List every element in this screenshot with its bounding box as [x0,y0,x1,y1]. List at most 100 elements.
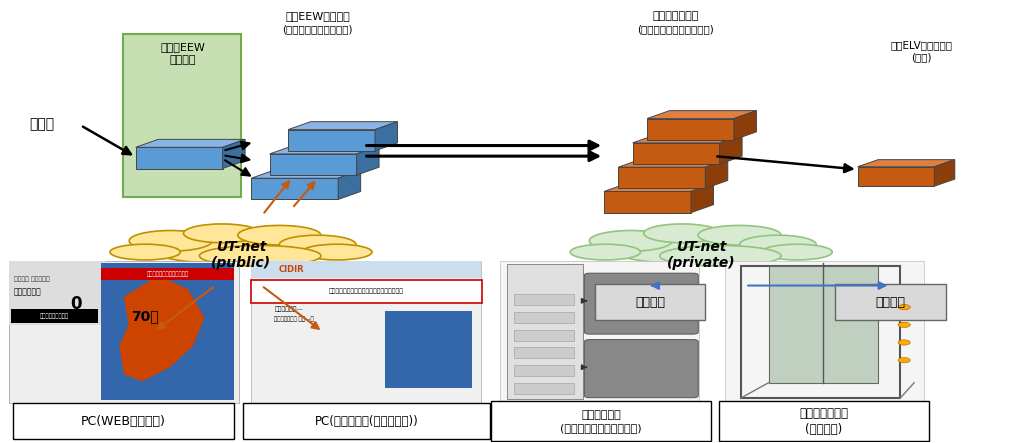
FancyBboxPatch shape [500,261,699,403]
Text: 気象庁: 気象庁 [29,117,54,131]
FancyBboxPatch shape [251,261,481,278]
Text: 現在、緊急地震速報は発表されていません。: 現在、緊急地震速報は発表されていません。 [329,289,403,295]
Polygon shape [633,143,720,164]
Circle shape [898,340,910,345]
Text: 放送装置: 放送装置 [635,295,665,309]
Ellipse shape [200,245,321,266]
Text: PC(WEBブラウザ): PC(WEBブラウザ) [81,415,166,428]
Circle shape [898,358,910,363]
FancyBboxPatch shape [101,264,234,400]
Polygon shape [934,159,954,186]
Text: 学内ELV制御サーバ: 学内ELV制御サーバ [890,40,952,50]
FancyBboxPatch shape [101,268,234,280]
Ellipse shape [302,244,372,260]
FancyBboxPatch shape [243,404,489,439]
Ellipse shape [129,230,212,251]
Polygon shape [647,111,757,119]
Ellipse shape [110,244,180,260]
Circle shape [898,322,910,327]
Text: PC(受信アプリ(多言語対応)): PC(受信アプリ(多言語対応)) [314,415,418,428]
Text: 学内放送サーバ: 学内放送サーバ [652,11,698,21]
Text: CIDIR: CIDIR [279,265,304,274]
FancyBboxPatch shape [514,347,573,358]
FancyBboxPatch shape [514,312,573,323]
FancyBboxPatch shape [514,294,573,305]
Polygon shape [691,183,714,213]
Text: 構内放送装置
(本郷、駒場、柏、白金台): 構内放送装置 (本郷、駒場、柏、白金台) [560,410,642,432]
Text: (本郷): (本郷) [910,52,931,62]
Polygon shape [633,135,742,143]
Ellipse shape [611,236,791,264]
Ellipse shape [762,244,833,260]
FancyBboxPatch shape [514,383,573,394]
FancyBboxPatch shape [490,401,712,441]
Ellipse shape [739,235,816,254]
FancyBboxPatch shape [514,330,573,341]
Polygon shape [288,122,397,130]
Polygon shape [618,159,728,167]
FancyBboxPatch shape [385,311,472,389]
FancyBboxPatch shape [725,261,924,403]
Ellipse shape [183,224,260,243]
Polygon shape [720,135,742,164]
FancyBboxPatch shape [251,280,482,303]
FancyBboxPatch shape [251,261,481,403]
Polygon shape [251,178,338,199]
Ellipse shape [570,244,640,260]
FancyBboxPatch shape [11,309,98,323]
Ellipse shape [590,230,673,251]
Text: UT-net
(public): UT-net (public) [211,240,271,270]
Text: エレベータ制御
(安田講堂): エレベータ制御 (安田講堂) [800,407,849,436]
FancyBboxPatch shape [836,284,945,320]
Polygon shape [858,167,934,186]
Ellipse shape [152,236,331,264]
Text: この予測震度—: この予測震度— [274,307,303,312]
FancyBboxPatch shape [13,404,233,439]
Polygon shape [618,167,706,188]
FancyBboxPatch shape [719,401,929,441]
Ellipse shape [644,224,720,243]
FancyBboxPatch shape [124,34,241,197]
Text: 0: 0 [71,295,82,313]
Text: 主要動到達まで あと—秒: 主要動到達まで あと—秒 [274,316,314,322]
Polygon shape [120,276,205,381]
FancyBboxPatch shape [595,284,706,320]
FancyBboxPatch shape [585,340,698,398]
Text: 東京大学 地震研究所: 東京大学 地震研究所 [14,277,50,283]
Polygon shape [135,148,222,168]
FancyBboxPatch shape [585,273,698,334]
Text: この予測震度: この予測震度 [14,288,42,297]
Text: (本郷、駒場、柏、白金台): (本郷、駒場、柏、白金台) [637,24,714,35]
FancyBboxPatch shape [9,261,239,403]
Polygon shape [356,146,379,175]
Polygon shape [288,130,375,151]
Text: 70秒: 70秒 [132,309,159,323]
Polygon shape [604,183,714,191]
Polygon shape [706,159,728,188]
Text: 過去の情報を再生しています: 過去の情報を再生しています [146,271,188,277]
Text: 学内EEW配信装置: 学内EEW配信装置 [286,11,350,21]
Ellipse shape [698,225,781,245]
Text: 主要動到達まであと: 主要動到達まであと [40,314,70,319]
Text: (本郷、駒場、柏サーバ): (本郷、駒場、柏サーバ) [283,24,353,35]
Polygon shape [734,111,757,140]
FancyBboxPatch shape [514,365,573,376]
Polygon shape [604,191,691,213]
Ellipse shape [659,245,781,266]
Text: 地震研EEW
受信装置: 地震研EEW 受信装置 [161,43,205,65]
Polygon shape [222,140,245,168]
Polygon shape [375,122,397,151]
Text: 制御装置: 制御装置 [876,295,905,309]
Ellipse shape [280,235,356,254]
Polygon shape [647,119,734,140]
Polygon shape [858,159,954,167]
Ellipse shape [238,225,321,245]
FancyBboxPatch shape [507,264,583,400]
FancyBboxPatch shape [769,266,879,383]
Polygon shape [338,170,360,199]
Circle shape [898,304,910,310]
Polygon shape [135,140,245,148]
Polygon shape [269,146,379,154]
Polygon shape [269,154,356,175]
Text: UT-net
(private): UT-net (private) [667,240,735,270]
